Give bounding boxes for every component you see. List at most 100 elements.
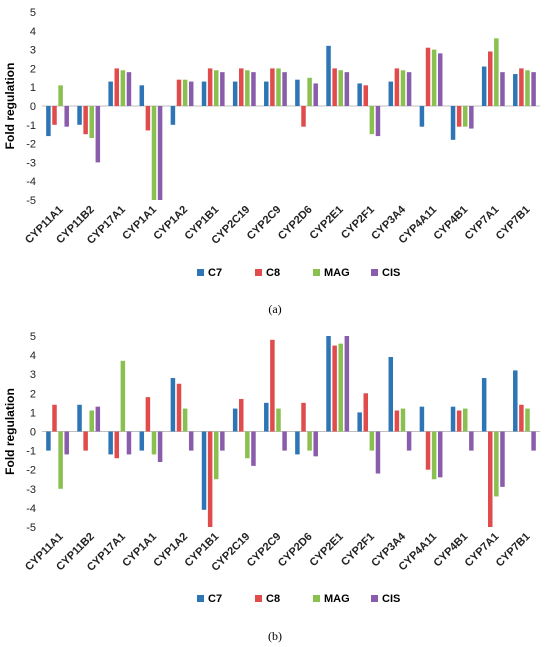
y-tick-label: 2	[30, 388, 36, 400]
bar-mag-cyp7b1	[525, 70, 530, 106]
y-tick-label: -3	[26, 157, 36, 169]
bar-c8-cyp7b1	[519, 68, 524, 106]
legend-swatch-cis	[371, 595, 378, 602]
legend-swatch-c7	[197, 595, 204, 602]
legend-label-cis: CIS	[382, 593, 400, 605]
legend-label-mag: MAG	[324, 267, 350, 279]
bar-cis-cyp11b2	[95, 406, 101, 432]
bar-cis-cyp7a1	[500, 72, 505, 106]
bar-mag-cyp1a2	[182, 79, 188, 106]
y-axis-label: Fold regulation	[3, 388, 17, 475]
bar-c7-cyp11a1	[46, 431, 51, 451]
y-tick-label: 1	[30, 82, 36, 94]
bar-c8-cyp11a1	[52, 106, 57, 125]
y-tick-label: -3	[26, 484, 36, 496]
bar-cis-cyp17a1	[126, 431, 132, 455]
bar-cis-cyp2c9	[282, 72, 287, 106]
bar-c8-cyp2d6	[301, 402, 306, 432]
bar-c8-cyp2c9	[270, 339, 275, 432]
y-tick-label: 4	[30, 26, 36, 38]
bar-c8-cyp2c19	[239, 399, 244, 432]
bar-mag-cyp3a4	[400, 70, 406, 106]
x-tick-label: CYP2E1	[307, 531, 345, 569]
bar-c8-cyp1b1	[207, 68, 213, 106]
bar-c7-cyp3a4	[388, 357, 394, 432]
bar-c8-cyp2d6	[301, 106, 306, 127]
bar-c7-cyp7b1	[513, 370, 518, 432]
bar-c7-cyp11b2	[77, 404, 82, 432]
bar-c8-cyp2e1	[332, 68, 337, 106]
bar-c8-cyp1a1	[145, 106, 151, 131]
x-tick-label: CYP7B1	[494, 531, 533, 570]
y-axis-label: Fold regulation	[3, 63, 17, 150]
bar-c8-cyp2e1	[332, 345, 337, 432]
bar-cis-cyp1a2	[188, 81, 194, 106]
bar-c8-cyp1a2	[176, 79, 182, 106]
y-tick-label: -1	[26, 446, 36, 458]
bar-cis-cyp1a1	[157, 106, 163, 200]
bar-c7-cyp17a1	[108, 431, 113, 455]
bar-cis-cyp2e1	[344, 72, 350, 106]
bar-c7-cyp11a1	[46, 106, 51, 137]
bar-c7-cyp7a1	[481, 378, 487, 432]
legend-label-cis: CIS	[382, 267, 400, 279]
bar-mag-cyp1a2	[182, 408, 188, 432]
bar-c8-cyp3a4	[394, 410, 400, 432]
x-tick-label: CYP2D6	[276, 204, 315, 243]
bar-c8-cyp17a1	[114, 68, 120, 106]
y-tick-label: 1	[30, 407, 36, 419]
bar-c7-cyp4a11	[419, 406, 425, 432]
y-tick-label: -2	[26, 465, 36, 477]
bar-cis-cyp11b2	[95, 106, 101, 163]
bar-cis-cyp7b1	[531, 431, 536, 451]
bar-mag-cyp2c9	[276, 68, 281, 106]
bar-c7-cyp4a11	[419, 106, 425, 127]
bar-cis-cyp2c19	[251, 72, 256, 106]
legend: C7 C8 MAG CIS	[197, 267, 400, 279]
bar-c7-cyp2e1	[326, 45, 331, 106]
bar-mag-cyp7a1	[494, 38, 499, 106]
bar-c7-cyp1a2	[170, 378, 176, 432]
x-tick-label: CYP2D6	[276, 531, 315, 570]
legend-label-c8: C8	[266, 593, 280, 605]
y-tick-label: 5	[30, 331, 36, 343]
bar-c7-cyp2c19	[232, 81, 238, 106]
bar-cis-cyp2f1	[375, 106, 381, 137]
bar-mag-cyp4a11	[431, 431, 437, 480]
bar-cis-cyp3a4	[406, 72, 412, 106]
y-tick-label: -2	[26, 139, 36, 151]
bar-cis-cyp1b1	[220, 431, 225, 451]
bar-cis-cyp17a1	[126, 72, 132, 106]
bar-c8-cyp2f1	[363, 85, 369, 106]
bar-c8-cyp17a1	[114, 431, 120, 459]
x-tick-label: CYP7B1	[494, 204, 533, 243]
bar-mag-cyp1a1	[151, 431, 157, 455]
bar-c7-cyp2c9	[264, 402, 269, 432]
bar-mag-cyp7b1	[525, 408, 530, 432]
bar-cis-cyp4b1	[469, 431, 474, 451]
bar-c7-cyp2d6	[295, 431, 300, 455]
bar-mag-cyp1b1	[213, 431, 219, 480]
legend-swatch-c8	[255, 269, 262, 276]
bar-c8-cyp4a11	[425, 431, 431, 470]
legend-swatch-c7	[197, 269, 204, 276]
bar-cis-cyp2c9	[282, 431, 287, 451]
bar-c8-cyp1a2	[176, 383, 182, 432]
bar-c8-cyp4b1	[456, 410, 462, 432]
bar-c7-cyp1b1	[201, 431, 207, 510]
legend-swatch-c8	[255, 595, 262, 602]
bar-cis-cyp2c19	[251, 431, 256, 466]
y-tick-label: 0	[30, 101, 36, 113]
bar-cis-cyp7a1	[500, 431, 505, 487]
y-tick-label: 3	[30, 45, 36, 57]
legend-label-c7: C7	[208, 593, 222, 605]
bar-c8-cyp7b1	[519, 404, 524, 432]
bar-c7-cyp2c9	[264, 81, 269, 106]
bar-mag-cyp2d6	[307, 77, 312, 106]
bar-c7-cyp11b2	[77, 106, 82, 125]
bar-c7-cyp3a4	[388, 81, 394, 106]
panel-label: (a)	[268, 302, 281, 316]
bar-mag-cyp2d6	[307, 431, 312, 451]
bar-c7-cyp4b1	[450, 106, 456, 140]
bar-mag-cyp2c19	[245, 431, 250, 459]
